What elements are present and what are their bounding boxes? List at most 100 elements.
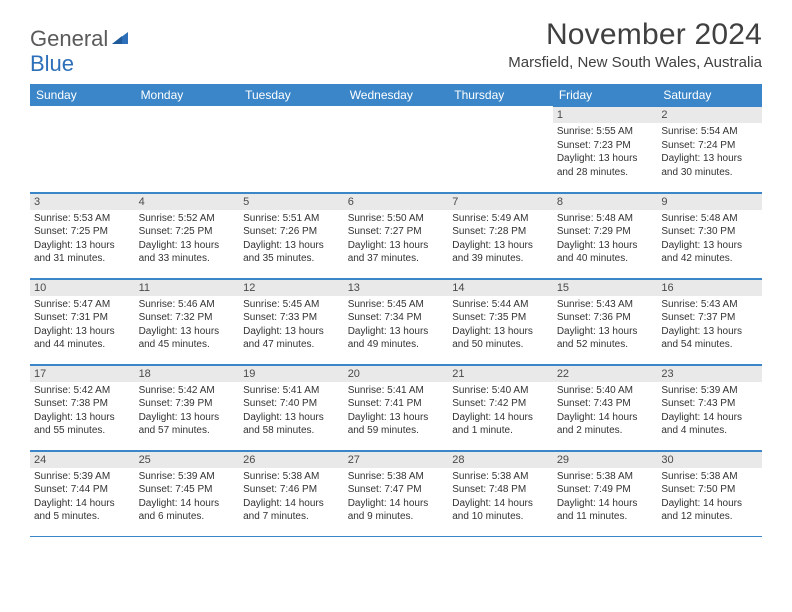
sunset-line: Sunset: 7:49 PM [557, 483, 654, 497]
day-number: 13 [344, 279, 449, 296]
sunset-line: Sunset: 7:41 PM [348, 397, 445, 411]
calendar-cell: 23Sunrise: 5:39 AMSunset: 7:43 PMDayligh… [657, 364, 762, 450]
sunset-line: Sunset: 7:35 PM [452, 311, 549, 325]
calendar-cell: 19Sunrise: 5:41 AMSunset: 7:40 PMDayligh… [239, 364, 344, 450]
sunset-line: Sunset: 7:43 PM [661, 397, 758, 411]
day-number: 26 [239, 451, 344, 468]
sunset-line: Sunset: 7:44 PM [34, 483, 131, 497]
calendar-cell: 8Sunrise: 5:48 AMSunset: 7:29 PMDaylight… [553, 192, 658, 278]
day-body: Sunrise: 5:51 AMSunset: 7:26 PMDaylight:… [239, 210, 344, 270]
day-body: Sunrise: 5:39 AMSunset: 7:45 PMDaylight:… [135, 468, 240, 528]
sunset-line: Sunset: 7:37 PM [661, 311, 758, 325]
sunrise-line: Sunrise: 5:48 AM [661, 212, 758, 226]
calendar-cell [448, 106, 553, 192]
day-number: 28 [448, 451, 553, 468]
sunset-line: Sunset: 7:43 PM [557, 397, 654, 411]
sunset-line: Sunset: 7:46 PM [243, 483, 340, 497]
day-body: Sunrise: 5:54 AMSunset: 7:24 PMDaylight:… [657, 123, 762, 183]
day-body: Sunrise: 5:47 AMSunset: 7:31 PMDaylight:… [30, 296, 135, 356]
sunset-line: Sunset: 7:38 PM [34, 397, 131, 411]
day-number: 9 [657, 193, 762, 210]
calendar-cell: 6Sunrise: 5:50 AMSunset: 7:27 PMDaylight… [344, 192, 449, 278]
day-body: Sunrise: 5:38 AMSunset: 7:47 PMDaylight:… [344, 468, 449, 528]
sunrise-line: Sunrise: 5:51 AM [243, 212, 340, 226]
daylight-line: Daylight: 13 hours and 42 minutes. [661, 239, 758, 266]
day-number: 21 [448, 365, 553, 382]
sunrise-line: Sunrise: 5:52 AM [139, 212, 236, 226]
calendar-table: Sunday Monday Tuesday Wednesday Thursday… [30, 84, 762, 537]
calendar-row: 10Sunrise: 5:47 AMSunset: 7:31 PMDayligh… [30, 278, 762, 364]
day-number: 2 [657, 106, 762, 123]
daylight-line: Daylight: 13 hours and 45 minutes. [139, 325, 236, 352]
day-number: 5 [239, 193, 344, 210]
day-body: Sunrise: 5:41 AMSunset: 7:40 PMDaylight:… [239, 382, 344, 442]
sunrise-line: Sunrise: 5:43 AM [661, 298, 758, 312]
sunrise-line: Sunrise: 5:49 AM [452, 212, 549, 226]
calendar-row: 24Sunrise: 5:39 AMSunset: 7:44 PMDayligh… [30, 450, 762, 536]
day-number: 10 [30, 279, 135, 296]
calendar-cell: 15Sunrise: 5:43 AMSunset: 7:36 PMDayligh… [553, 278, 658, 364]
day-number: 17 [30, 365, 135, 382]
calendar-cell: 25Sunrise: 5:39 AMSunset: 7:45 PMDayligh… [135, 450, 240, 536]
day-body: Sunrise: 5:45 AMSunset: 7:33 PMDaylight:… [239, 296, 344, 356]
logo-text: General Blue [30, 28, 130, 76]
daylight-line: Daylight: 13 hours and 40 minutes. [557, 239, 654, 266]
sunset-line: Sunset: 7:34 PM [348, 311, 445, 325]
calendar-cell: 29Sunrise: 5:38 AMSunset: 7:49 PMDayligh… [553, 450, 658, 536]
sunrise-line: Sunrise: 5:39 AM [139, 470, 236, 484]
day-number: 27 [344, 451, 449, 468]
day-header: Sunday [30, 84, 135, 106]
sunset-line: Sunset: 7:31 PM [34, 311, 131, 325]
sunrise-line: Sunrise: 5:40 AM [452, 384, 549, 398]
daylight-line: Daylight: 13 hours and 50 minutes. [452, 325, 549, 352]
day-number: 8 [553, 193, 658, 210]
sunset-line: Sunset: 7:40 PM [243, 397, 340, 411]
sunset-line: Sunset: 7:42 PM [452, 397, 549, 411]
daylight-line: Daylight: 13 hours and 47 minutes. [243, 325, 340, 352]
day-body: Sunrise: 5:44 AMSunset: 7:35 PMDaylight:… [448, 296, 553, 356]
calendar-cell: 12Sunrise: 5:45 AMSunset: 7:33 PMDayligh… [239, 278, 344, 364]
calendar-cell [344, 106, 449, 192]
sunrise-line: Sunrise: 5:40 AM [557, 384, 654, 398]
daylight-line: Daylight: 13 hours and 37 minutes. [348, 239, 445, 266]
sunrise-line: Sunrise: 5:44 AM [452, 298, 549, 312]
daylight-line: Daylight: 13 hours and 28 minutes. [557, 152, 654, 179]
day-body: Sunrise: 5:48 AMSunset: 7:30 PMDaylight:… [657, 210, 762, 270]
calendar-cell: 20Sunrise: 5:41 AMSunset: 7:41 PMDayligh… [344, 364, 449, 450]
day-body: Sunrise: 5:49 AMSunset: 7:28 PMDaylight:… [448, 210, 553, 270]
day-body: Sunrise: 5:43 AMSunset: 7:36 PMDaylight:… [553, 296, 658, 356]
daylight-line: Daylight: 13 hours and 30 minutes. [661, 152, 758, 179]
day-body: Sunrise: 5:38 AMSunset: 7:50 PMDaylight:… [657, 468, 762, 528]
day-body: Sunrise: 5:45 AMSunset: 7:34 PMDaylight:… [344, 296, 449, 356]
calendar-page: General Blue November 2024 Marsfield, Ne… [0, 0, 792, 557]
day-body: Sunrise: 5:46 AMSunset: 7:32 PMDaylight:… [135, 296, 240, 356]
day-body: Sunrise: 5:55 AMSunset: 7:23 PMDaylight:… [553, 123, 658, 183]
daylight-line: Daylight: 13 hours and 35 minutes. [243, 239, 340, 266]
daylight-line: Daylight: 14 hours and 2 minutes. [557, 411, 654, 438]
day-body: Sunrise: 5:38 AMSunset: 7:49 PMDaylight:… [553, 468, 658, 528]
calendar-row: 17Sunrise: 5:42 AMSunset: 7:38 PMDayligh… [30, 364, 762, 450]
calendar-cell: 22Sunrise: 5:40 AMSunset: 7:43 PMDayligh… [553, 364, 658, 450]
sunrise-line: Sunrise: 5:53 AM [34, 212, 131, 226]
sunrise-line: Sunrise: 5:47 AM [34, 298, 131, 312]
sunset-line: Sunset: 7:23 PM [557, 139, 654, 153]
day-header: Thursday [448, 84, 553, 106]
daylight-line: Daylight: 14 hours and 7 minutes. [243, 497, 340, 524]
calendar-cell: 7Sunrise: 5:49 AMSunset: 7:28 PMDaylight… [448, 192, 553, 278]
sunrise-line: Sunrise: 5:41 AM [243, 384, 340, 398]
sunset-line: Sunset: 7:28 PM [452, 225, 549, 239]
day-number: 7 [448, 193, 553, 210]
sunset-line: Sunset: 7:47 PM [348, 483, 445, 497]
daylight-line: Daylight: 14 hours and 4 minutes. [661, 411, 758, 438]
calendar-cell: 13Sunrise: 5:45 AMSunset: 7:34 PMDayligh… [344, 278, 449, 364]
sunset-line: Sunset: 7:36 PM [557, 311, 654, 325]
sunrise-line: Sunrise: 5:39 AM [661, 384, 758, 398]
sunset-line: Sunset: 7:39 PM [139, 397, 236, 411]
sunset-line: Sunset: 7:25 PM [139, 225, 236, 239]
sunrise-line: Sunrise: 5:38 AM [557, 470, 654, 484]
sunrise-line: Sunrise: 5:45 AM [243, 298, 340, 312]
sunrise-line: Sunrise: 5:43 AM [557, 298, 654, 312]
day-body: Sunrise: 5:42 AMSunset: 7:38 PMDaylight:… [30, 382, 135, 442]
sunrise-line: Sunrise: 5:38 AM [661, 470, 758, 484]
daylight-line: Daylight: 14 hours and 10 minutes. [452, 497, 549, 524]
